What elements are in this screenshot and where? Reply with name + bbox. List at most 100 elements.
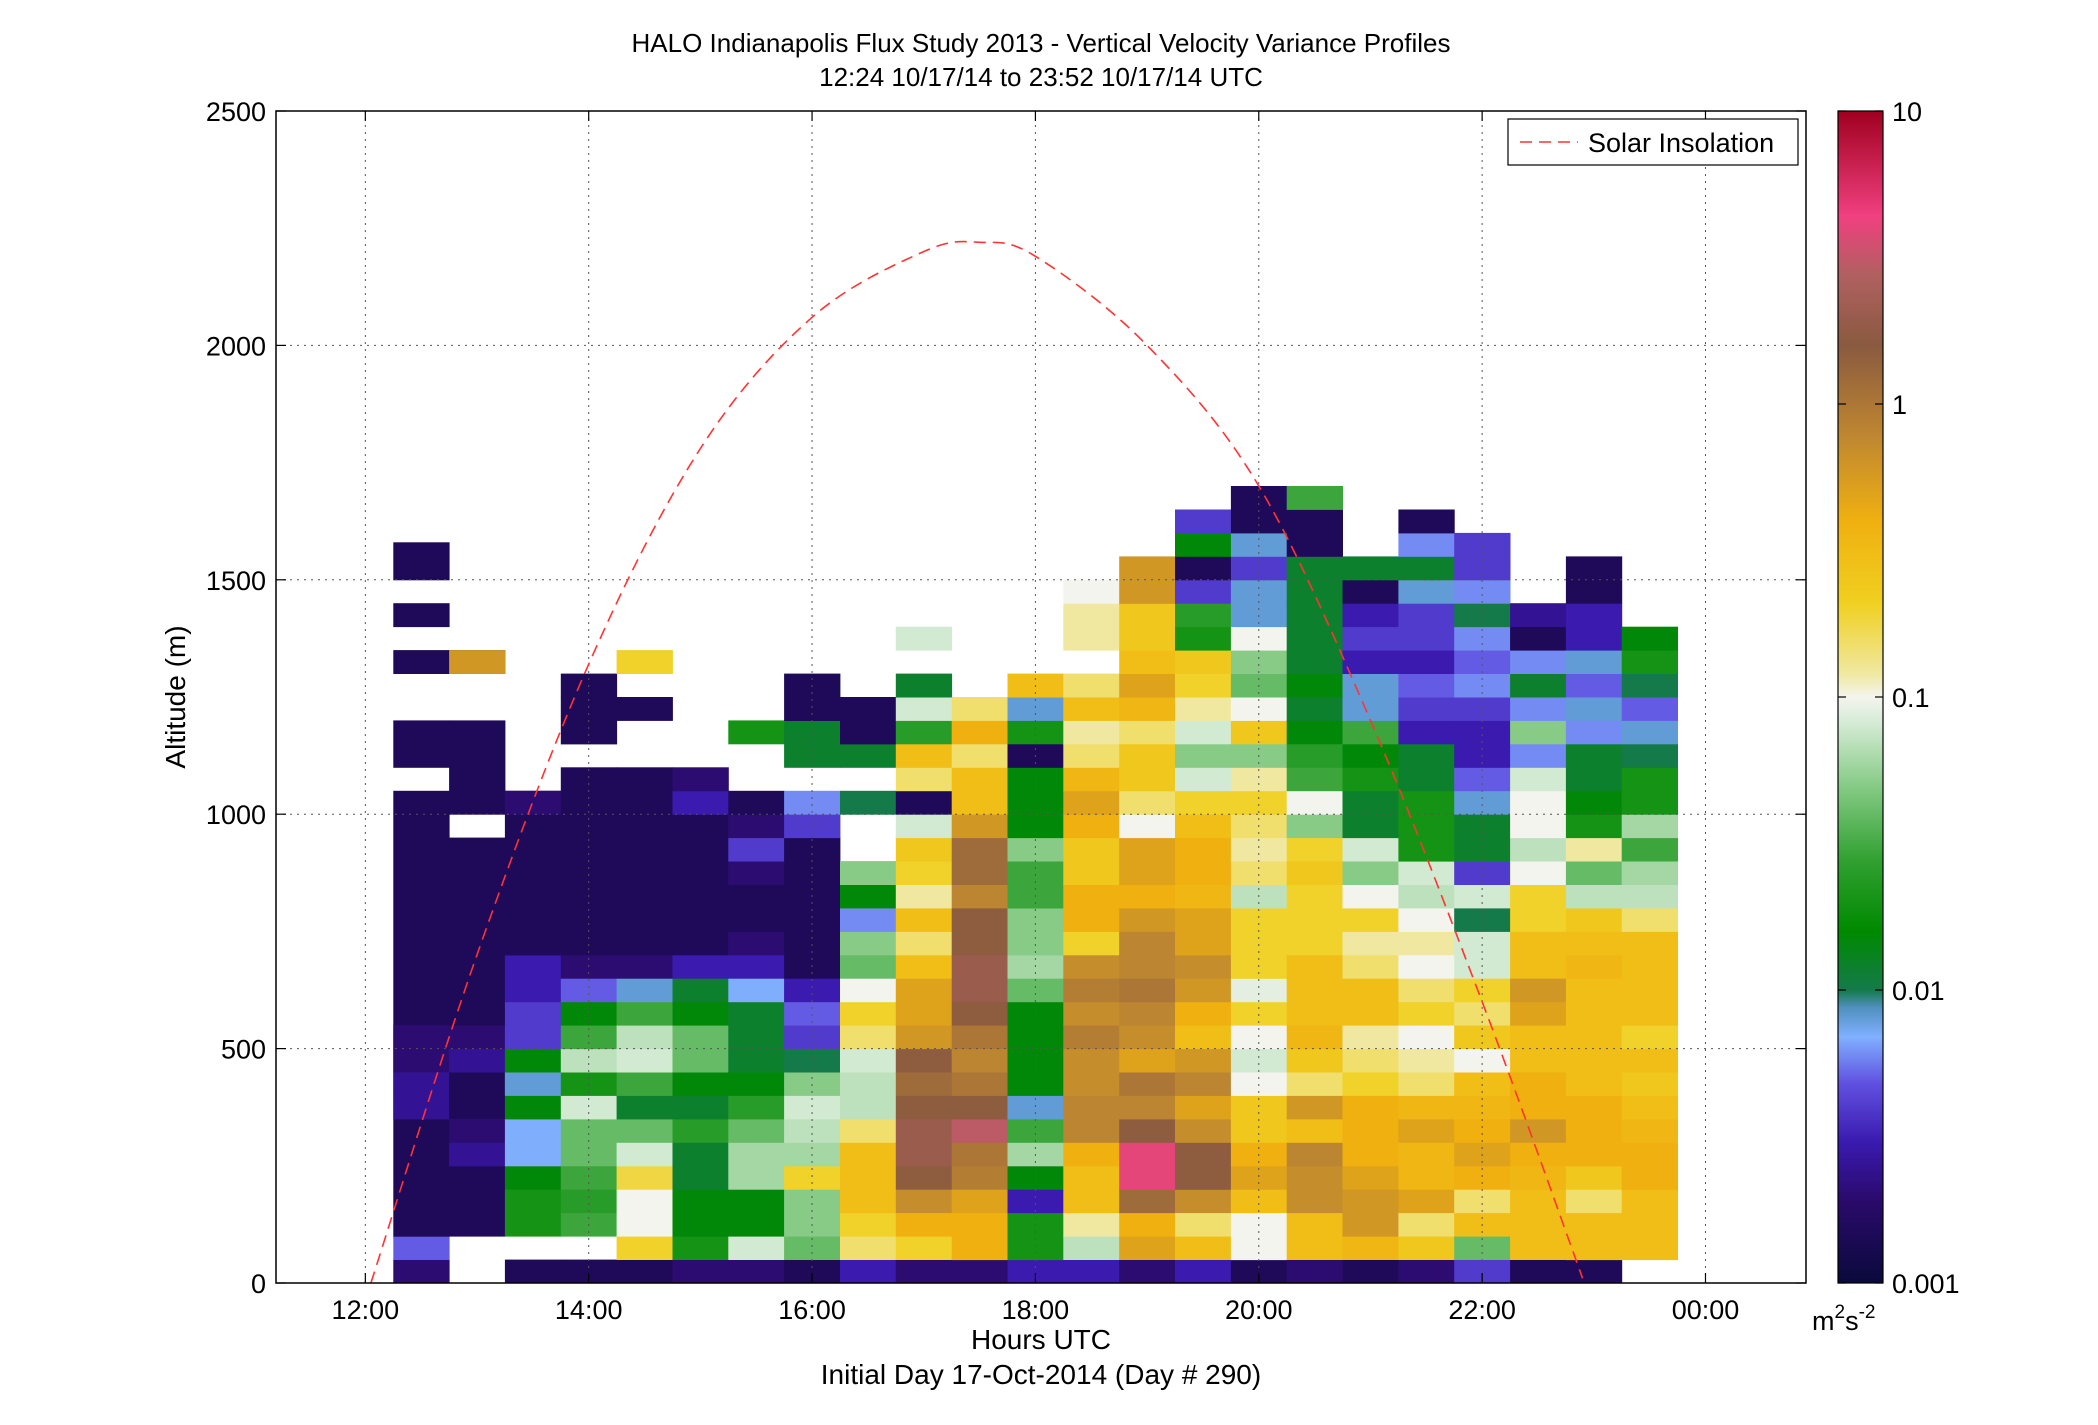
heatmap-cell <box>449 1025 506 1050</box>
heatmap-cell <box>1510 790 1567 815</box>
heatmap-cell <box>1119 884 1176 909</box>
heatmap-cell <box>1621 1025 1678 1050</box>
heatmap-cell <box>895 1236 953 1260</box>
heatmap-cell <box>1565 1118 1623 1143</box>
x-axis-label: Hours UTC <box>971 1324 1111 1355</box>
heatmap-cell <box>728 861 785 885</box>
heatmap-cell <box>728 1072 785 1096</box>
heatmap-cell <box>560 1165 618 1190</box>
x-tick-label: 12:00 <box>332 1295 400 1325</box>
heatmap-cell <box>1342 814 1399 839</box>
heatmap-cell <box>504 1189 562 1237</box>
heatmap-cell <box>1398 1212 1455 1237</box>
heatmap-cell <box>895 1072 953 1096</box>
heatmap-cell <box>393 650 450 674</box>
heatmap-cell <box>1175 579 1232 604</box>
heatmap-cell <box>1063 603 1120 628</box>
heatmap-cell <box>1398 1072 1455 1096</box>
heatmap-cell <box>449 1072 506 1096</box>
heatmap-cell <box>393 790 450 1237</box>
heatmap-cell <box>672 978 729 1003</box>
heatmap-cell <box>1286 556 1343 581</box>
chart-title: HALO Indianapolis Flux Study 2013 - Vert… <box>632 28 1451 58</box>
heatmap-cell <box>1063 1165 1120 1214</box>
heatmap-cell <box>1454 626 1511 651</box>
heatmap-cell <box>1119 556 1176 604</box>
heatmap-cell <box>784 720 841 745</box>
heatmap-cell <box>1286 1025 1343 1050</box>
heatmap-cell <box>1510 814 1567 839</box>
heatmap-cell <box>1398 509 1455 534</box>
heatmap-cell <box>951 1259 1008 1283</box>
heatmap-cell <box>1454 1025 1511 1050</box>
colorbar-tick-label: 1 <box>1892 390 1907 420</box>
heatmap-cell <box>504 1048 562 1073</box>
heatmap-cell <box>1565 697 1623 721</box>
heatmap-cell <box>672 954 729 979</box>
heatmap-cell <box>1398 790 1455 815</box>
heatmap-cell <box>895 884 953 909</box>
heatmap-cell <box>1175 1025 1232 1050</box>
heatmap-cell <box>1454 767 1511 792</box>
heatmap-cell <box>1230 1001 1288 1026</box>
heatmap-cell <box>1398 1259 1455 1283</box>
heatmap-cell <box>1454 1259 1511 1283</box>
heatmap-cell <box>1510 1165 1567 1190</box>
heatmap-cell <box>1063 931 1120 956</box>
heatmap-cell <box>1342 1025 1399 1050</box>
heatmap-cell <box>672 1142 729 1190</box>
heatmap-cell <box>895 978 953 1003</box>
colorbar-unit-s: s <box>1845 1306 1859 1336</box>
heatmap-cell <box>728 1095 785 1120</box>
heatmap-cell <box>1063 908 1120 932</box>
heatmap-cell <box>1175 1236 1232 1260</box>
heatmap-cell <box>1621 1095 1678 1120</box>
heatmap-cell <box>1286 486 1343 510</box>
heatmap-cell <box>1342 884 1399 909</box>
heatmap-cell <box>1286 743 1343 768</box>
heatmap-cell <box>1230 1118 1288 1143</box>
heatmap-cell <box>1230 1189 1288 1214</box>
heatmap-cell <box>1119 931 1176 956</box>
heatmap-cell <box>1063 814 1120 839</box>
colorbar-tick-label: 0.01 <box>1892 976 1945 1006</box>
heatmap-cell <box>840 908 897 932</box>
heatmap-cell <box>1510 1001 1567 1026</box>
heatmap-cell <box>1398 1095 1455 1120</box>
heatmap-cell <box>1286 1259 1343 1283</box>
heatmap-cell <box>1342 720 1399 745</box>
heatmap-cell <box>560 1048 618 1073</box>
heatmap-cell <box>728 837 785 862</box>
heatmap-cell <box>728 1025 785 1050</box>
heatmap-cell <box>1398 978 1455 1003</box>
heatmap-cell <box>1621 954 1678 1003</box>
heatmap-cell <box>1398 697 1455 721</box>
heatmap-cell <box>672 1236 729 1260</box>
heatmap-cell <box>951 908 1008 956</box>
heatmap-cell <box>1621 650 1678 674</box>
heatmap-cell <box>951 814 1008 839</box>
heatmap-cell <box>1621 720 1678 745</box>
heatmap-cell <box>728 978 785 1003</box>
heatmap-cell <box>1175 1142 1232 1190</box>
heatmap-cell <box>672 1095 729 1120</box>
heatmap-cell <box>1286 767 1343 792</box>
heatmap-cell <box>895 931 953 956</box>
heatmap-cell <box>1286 884 1343 909</box>
heatmap-cell <box>1175 767 1232 792</box>
heatmap-cell <box>1230 908 1288 979</box>
heatmap-cell <box>1510 603 1567 628</box>
heatmap-cell <box>1007 720 1064 745</box>
heatmap-cell <box>616 1165 673 1190</box>
heatmap-cell <box>1342 1001 1399 1026</box>
heatmap-cell <box>1119 720 1176 745</box>
heatmap-cell <box>672 1118 729 1143</box>
heatmap-cell <box>1175 790 1232 815</box>
heatmap-cell <box>616 1118 673 1143</box>
heatmap-cell <box>784 790 841 815</box>
heatmap-cell <box>784 978 841 1003</box>
heatmap-cell <box>1510 1118 1567 1143</box>
heatmap-cell <box>728 720 785 745</box>
heatmap-cell <box>895 814 953 839</box>
heatmap-cell <box>1286 1236 1343 1260</box>
